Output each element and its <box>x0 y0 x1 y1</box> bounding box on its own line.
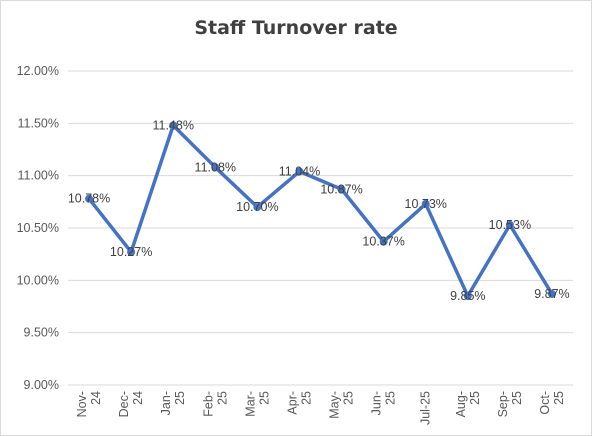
data-label: 10.70% <box>236 200 278 214</box>
x-tick-label: Feb- <box>201 391 215 417</box>
x-tick-label: Jul-25 <box>419 391 433 425</box>
x-tick-label: 25 <box>384 391 398 405</box>
y-tick-label: 11.00% <box>18 169 59 183</box>
x-tick-label: Jan- <box>159 391 173 415</box>
y-tick-label: 12.00% <box>17 64 59 78</box>
data-point <box>211 163 220 172</box>
y-tick-label: 9.00% <box>24 378 59 392</box>
x-tick-label: Oct- <box>538 391 552 415</box>
x-tick-label: 25 <box>257 391 271 405</box>
data-point <box>295 167 304 176</box>
x-tick-label: 25 <box>552 391 566 405</box>
chart-title: Staff Turnover rate <box>194 17 398 39</box>
x-tick-label: Dec- <box>117 391 131 417</box>
data-label: 11.48% <box>152 118 193 132</box>
x-tick-label: Apr- <box>285 391 299 415</box>
x-tick-label: 25 <box>215 391 229 405</box>
data-label: 9.85% <box>450 289 485 303</box>
x-tick-label: 25 <box>173 391 187 405</box>
x-tick-label: 24 <box>131 391 145 405</box>
series-line <box>87 123 554 298</box>
x-tick-label: Mar- <box>243 391 257 417</box>
x-tick-label: 25 <box>510 391 524 405</box>
data-point <box>379 237 388 246</box>
data-label: 10.37% <box>362 235 404 249</box>
y-tick-label: 9.50% <box>24 326 59 340</box>
data-label: 10.78% <box>68 192 110 206</box>
data-point <box>463 292 472 301</box>
y-tick-label: 11.50% <box>18 116 59 130</box>
x-tick-label: 25 <box>468 391 482 405</box>
x-tick-label: Sep- <box>496 391 510 417</box>
x-tick-label: Nov- <box>75 391 89 417</box>
data-label: 11.08% <box>195 160 236 174</box>
x-tick-label: 25 <box>342 391 356 405</box>
data-point <box>547 289 556 298</box>
data-point <box>253 203 262 212</box>
data-point <box>337 185 346 194</box>
y-tick-label: 10.00% <box>17 273 59 287</box>
x-tick-label: 24 <box>89 391 103 405</box>
data-label: 10.27% <box>110 245 152 259</box>
data-point <box>421 199 430 208</box>
data-point <box>505 220 514 229</box>
x-tick-label: Jun- <box>370 391 384 415</box>
data-label: 11.04% <box>279 164 320 178</box>
data-point <box>127 248 136 257</box>
x-tick-label: 25 <box>299 391 313 405</box>
data-label: 9.87% <box>534 287 569 301</box>
x-tick-label: May- <box>328 391 342 419</box>
data-point <box>169 121 178 130</box>
data-point <box>85 194 94 203</box>
data-label: 10.73% <box>405 197 447 211</box>
x-tick-label: Aug- <box>454 391 468 417</box>
data-label: 10.53% <box>489 218 531 232</box>
data-label: 10.87% <box>320 182 362 196</box>
y-tick-label: 10.50% <box>17 221 59 235</box>
